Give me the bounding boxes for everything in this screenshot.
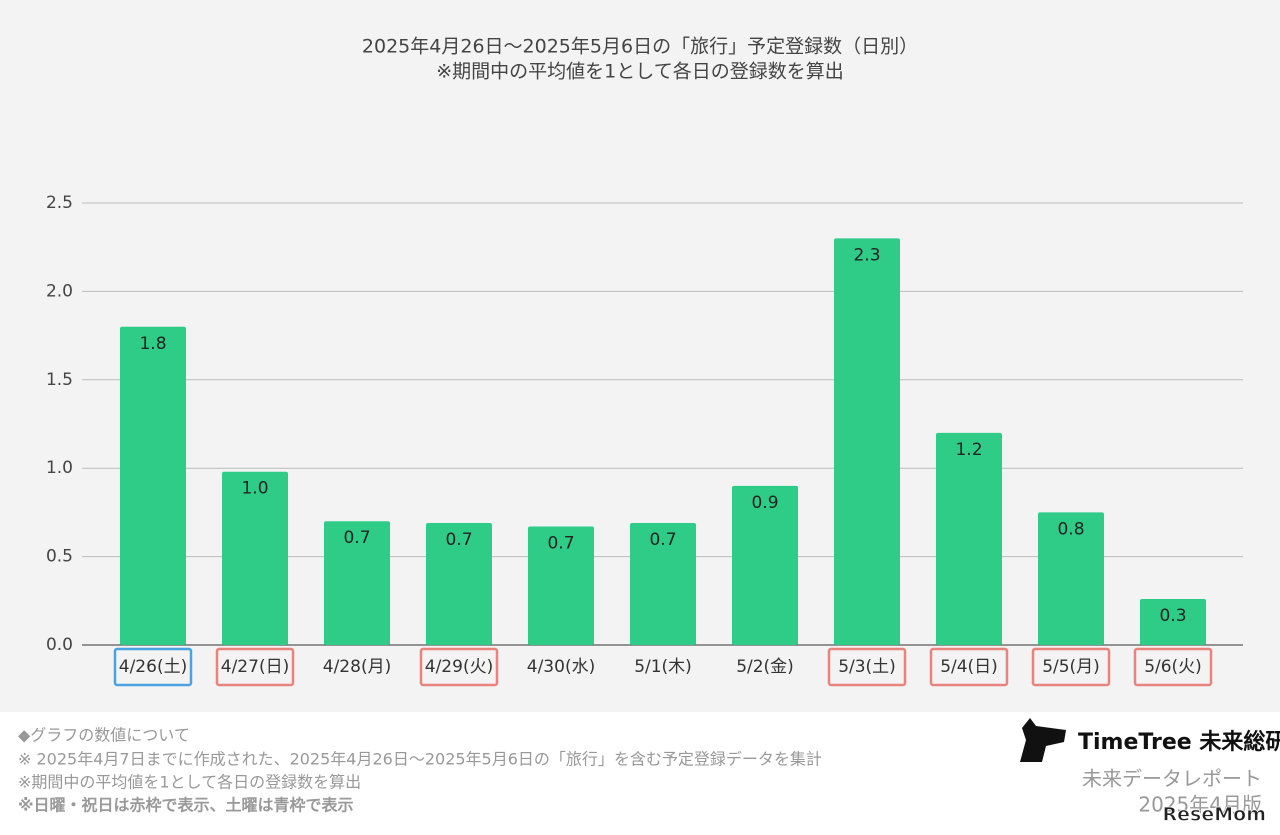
data-label: 0.7 — [547, 534, 574, 554]
data-label: 1.2 — [955, 440, 982, 460]
category-frame — [113, 647, 193, 687]
y-tick-label: 1.5 — [46, 370, 73, 390]
x-tick-label: 4/28(月) — [323, 657, 391, 677]
bar — [1140, 599, 1206, 645]
data-label: 2.3 — [853, 245, 880, 265]
data-label: 1.0 — [241, 479, 268, 499]
x-tick-label: 5/4(日) — [940, 657, 998, 677]
data-label: 0.7 — [649, 530, 676, 550]
y-tick-label: 0.0 — [46, 635, 73, 655]
data-label: 0.7 — [445, 530, 472, 550]
x-tick-label: 4/30(水) — [527, 657, 595, 677]
chart-title: 2025年4月26日〜2025年5月6日の「旅行」予定登録数（日別） — [362, 36, 918, 58]
y-tick-label: 1.0 — [46, 458, 73, 478]
bar — [528, 526, 594, 645]
x-tick-label: 4/26(土) — [119, 657, 187, 677]
x-tick-label: 5/2(金) — [736, 657, 794, 677]
y-tick-label: 0.5 — [46, 547, 73, 567]
data-label: 0.8 — [1057, 519, 1084, 539]
logo-icon — [1020, 718, 1066, 762]
bar — [324, 521, 390, 645]
bar — [1038, 512, 1104, 645]
category-frame — [419, 647, 499, 687]
chart-subtitle: ※期間中の平均値を1として各日の登録数を算出 — [436, 61, 843, 83]
x-tick-label: 4/29(火) — [425, 657, 493, 677]
data-label: 0.3 — [1159, 606, 1186, 626]
y-tick-label: 2.5 — [46, 193, 73, 213]
brand-name: TimeTree 未来総研 — [1078, 729, 1280, 755]
note: ※ 2025年4月7日までに作成された、2025年4月26日〜2025年5月6日… — [18, 750, 822, 769]
x-tick-label: 5/3(土) — [838, 657, 896, 677]
y-tick-label: 2.0 — [46, 281, 73, 301]
category-frame — [1133, 647, 1213, 687]
watermark: ReseMom — [1163, 804, 1266, 826]
x-tick-label: 5/6(火) — [1144, 657, 1202, 677]
note: ※期間中の平均値を1として各日の登録数を算出 — [18, 773, 361, 792]
bar — [120, 326, 186, 645]
bar — [732, 485, 798, 645]
data-label: 0.7 — [343, 528, 370, 548]
data-label: 0.9 — [751, 493, 778, 513]
category-frame — [929, 647, 1009, 687]
note: ※日曜・祝日は赤枠で表示、土曜は青枠で表示 — [18, 796, 354, 815]
data-label: 1.8 — [139, 334, 166, 354]
category-frame — [1031, 647, 1111, 687]
bar — [222, 471, 288, 645]
report-name: 未来データレポート — [1082, 767, 1262, 791]
bar — [426, 523, 492, 645]
bar — [936, 432, 1002, 645]
note: ◆グラフの数値について — [18, 726, 190, 745]
brand-logo: TimeTree 未来総研 — [1020, 718, 1280, 762]
category-frame — [215, 647, 295, 687]
x-tick-label: 5/5(月) — [1042, 657, 1100, 677]
bar — [834, 238, 900, 646]
x-tick-label: 5/1(木) — [634, 657, 692, 677]
bar — [630, 523, 696, 645]
footer-notes: ◆グラフの数値について ※ 2025年4月7日までに作成された、2025年4月2… — [18, 726, 822, 815]
category-frame — [827, 647, 907, 687]
report-edition: 2025年4月版 — [1138, 793, 1262, 817]
x-tick-label: 4/27(日) — [221, 657, 289, 677]
